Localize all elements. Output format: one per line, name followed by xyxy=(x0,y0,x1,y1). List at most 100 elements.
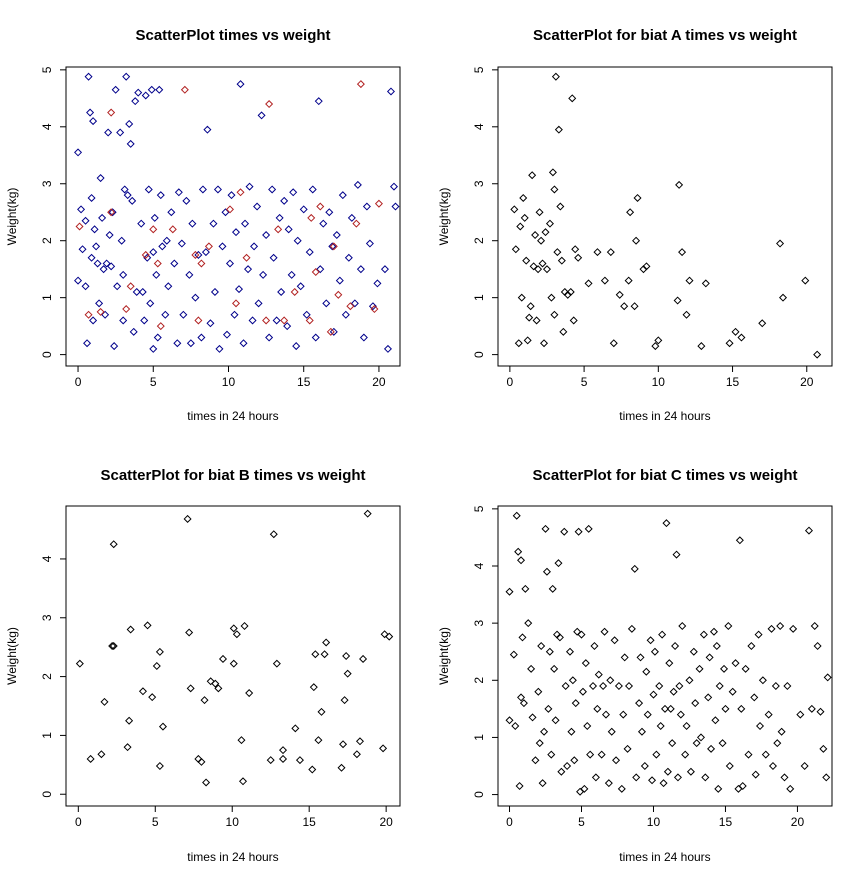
data-point xyxy=(756,721,765,731)
data-point xyxy=(593,248,602,257)
data-point xyxy=(567,727,576,736)
data-point xyxy=(515,781,524,791)
data-point xyxy=(747,641,756,651)
data-point xyxy=(325,208,334,217)
data-point xyxy=(122,305,131,314)
data-point xyxy=(280,316,289,325)
data-point xyxy=(610,636,619,645)
chart-title: ScatterPlot times vs weight xyxy=(135,27,330,44)
data-point xyxy=(293,236,302,245)
data-point xyxy=(338,191,347,200)
data-point xyxy=(709,627,718,636)
data-point xyxy=(221,208,230,217)
data-point xyxy=(265,100,274,109)
data-point xyxy=(551,72,560,81)
data-point xyxy=(625,681,634,691)
data-point xyxy=(107,262,116,271)
data-point xyxy=(254,299,263,308)
data-point xyxy=(245,689,254,698)
x-tick-label: 10 xyxy=(222,375,236,389)
data-point xyxy=(692,739,701,748)
data-point xyxy=(789,624,798,633)
data-point xyxy=(639,265,648,274)
data-point xyxy=(147,85,156,94)
data-point xyxy=(656,721,665,731)
data-point xyxy=(550,185,559,194)
data-point xyxy=(213,185,222,194)
data-point xyxy=(704,693,713,702)
y-axis-label: Weight(kg) xyxy=(5,188,19,246)
data-point xyxy=(542,265,551,274)
data-point xyxy=(574,527,583,536)
data-point xyxy=(568,676,577,685)
data-point xyxy=(280,196,289,205)
y-tick-label: 1 xyxy=(472,294,486,301)
data-point xyxy=(215,344,224,353)
data-point xyxy=(379,744,388,753)
data-point xyxy=(155,85,164,94)
data-point xyxy=(640,761,649,771)
data-point xyxy=(642,667,651,676)
data-point xyxy=(517,293,526,302)
data-point xyxy=(632,773,641,782)
data-point xyxy=(158,722,167,731)
data-point xyxy=(389,182,398,191)
data-point xyxy=(140,316,149,325)
data-point xyxy=(296,282,305,291)
x-tick-label: 5 xyxy=(581,375,588,389)
data-point xyxy=(620,302,629,311)
data-point xyxy=(535,208,544,217)
data-point xyxy=(537,236,546,245)
data-point xyxy=(214,684,223,693)
x-tick-label: 20 xyxy=(791,815,805,829)
data-point xyxy=(554,125,563,134)
data-point xyxy=(718,739,727,748)
data-point xyxy=(623,744,632,753)
data-point xyxy=(174,188,183,197)
data-point xyxy=(776,239,785,248)
data-point xyxy=(126,282,135,291)
data-point xyxy=(780,773,789,782)
data-point xyxy=(551,716,560,725)
data-point xyxy=(153,259,162,268)
data-point xyxy=(186,684,195,693)
data-point xyxy=(274,225,283,234)
data-point xyxy=(210,287,219,296)
data-point xyxy=(767,624,776,633)
data-point xyxy=(541,524,550,533)
data-point xyxy=(95,299,104,308)
data-point xyxy=(519,699,528,708)
data-point xyxy=(308,765,317,774)
data-point xyxy=(248,316,257,325)
data-point xyxy=(370,305,379,314)
data-point xyxy=(666,704,675,713)
data-point xyxy=(673,296,682,305)
data-point xyxy=(170,259,179,268)
data-point xyxy=(511,721,520,731)
data-point xyxy=(109,540,118,549)
data-point xyxy=(316,265,325,274)
data-point xyxy=(240,621,249,631)
data-point xyxy=(229,659,238,668)
data-point xyxy=(257,111,266,120)
data-point xyxy=(177,239,186,248)
data-point xyxy=(737,333,746,342)
data-point xyxy=(322,638,331,647)
data-point xyxy=(275,213,284,222)
data-point xyxy=(652,750,661,759)
data-point xyxy=(563,290,572,299)
data-point xyxy=(731,659,740,668)
data-point xyxy=(356,80,365,89)
data-point xyxy=(701,279,710,288)
data-point xyxy=(606,676,615,685)
data-point xyxy=(617,784,626,793)
data-point xyxy=(284,225,293,234)
data-point xyxy=(167,208,176,217)
data-point xyxy=(211,679,220,688)
data-point xyxy=(75,222,84,231)
data-point xyxy=(541,228,550,237)
data-point xyxy=(87,193,96,202)
data-point xyxy=(801,276,810,285)
data-point xyxy=(365,239,374,248)
y-axis: 0 1 2 3 4 5 xyxy=(472,66,499,358)
